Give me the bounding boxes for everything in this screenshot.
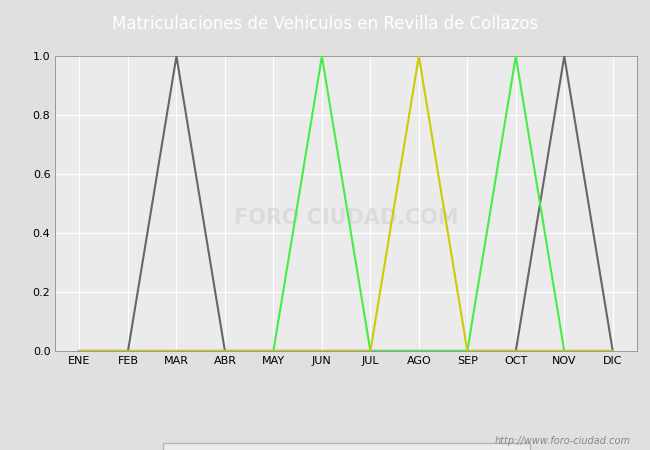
Legend: 2024, 2023, 2022, 2021, 2020: 2024, 2023, 2022, 2021, 2020 xyxy=(162,443,530,450)
Text: http://www.foro-ciudad.com: http://www.foro-ciudad.com xyxy=(495,436,630,446)
Text: Matriculaciones de Vehiculos en Revilla de Collazos: Matriculaciones de Vehiculos en Revilla … xyxy=(112,14,538,33)
Text: FORO CIUDAD.COM: FORO CIUDAD.COM xyxy=(234,208,458,228)
